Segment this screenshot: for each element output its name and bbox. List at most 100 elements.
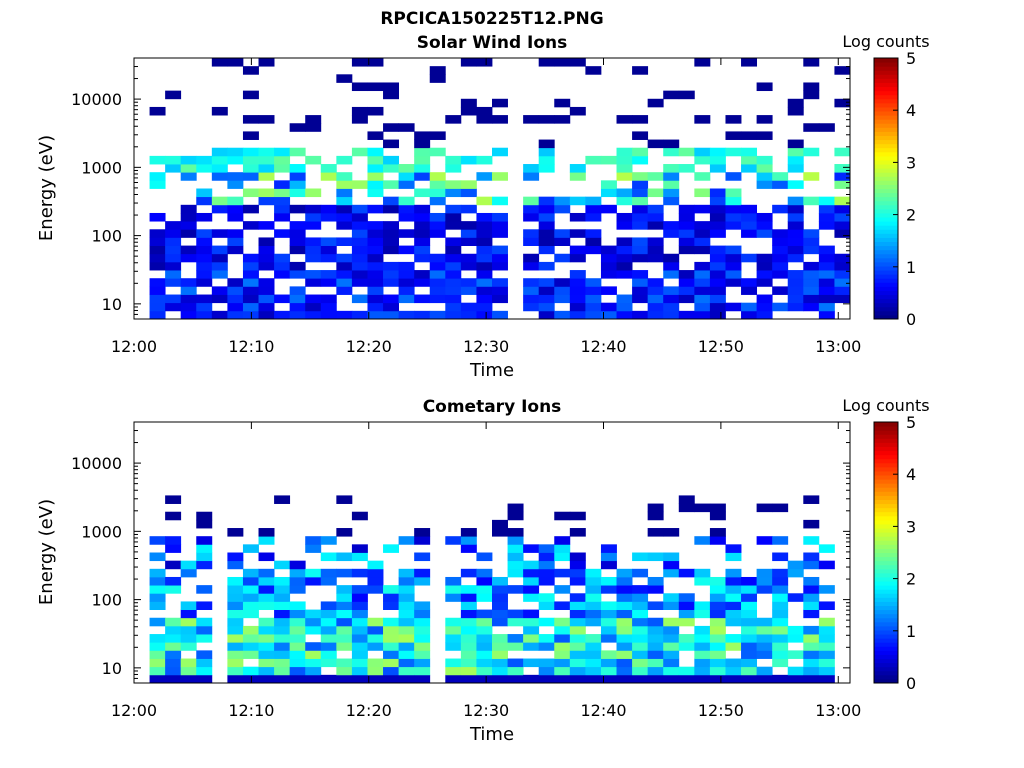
heatmap-cell (803, 666, 820, 676)
heatmap-cell (585, 302, 602, 312)
y-tick-label: 10000 (71, 454, 122, 473)
heatmap-cell (429, 261, 446, 271)
heatmap-cell (398, 642, 415, 651)
heatmap-cell (818, 302, 835, 312)
x-tick-label: 12:30 (463, 337, 509, 356)
heatmap-cell (258, 666, 275, 676)
heatmap-cell (569, 278, 586, 287)
heatmap-cell (834, 204, 851, 214)
x-tick-label: 12:40 (580, 701, 626, 720)
heatmap-cell (351, 568, 368, 578)
heatmap-cell (242, 593, 259, 602)
heatmap-cell (305, 536, 322, 545)
heatmap-cell (772, 593, 789, 602)
heatmap-cell (274, 294, 291, 304)
heatmap-cell (336, 261, 353, 271)
heatmap-cell (616, 237, 633, 246)
heatmap-cell (258, 237, 275, 246)
heatmap-cell (616, 609, 633, 619)
heatmap-cell (694, 666, 711, 676)
heatmap-cell (694, 188, 711, 198)
heatmap-cell (787, 270, 804, 279)
heatmap-cell (632, 212, 649, 222)
heatmap-cell (429, 270, 446, 279)
heatmap-cell (429, 253, 446, 263)
colorbar-swatch (874, 634, 898, 639)
heatmap-cell (756, 221, 773, 230)
heatmap-cell (289, 634, 306, 643)
colorbar-swatch (874, 270, 898, 275)
heatmap-cell (492, 634, 508, 643)
heatmap-cell (756, 634, 773, 643)
heatmap-cell (196, 164, 213, 173)
heatmap-cell (367, 221, 384, 230)
heatmap-cell (305, 666, 322, 676)
heatmap-cell (678, 617, 695, 627)
heatmap-cell (149, 237, 166, 246)
colorbar-tick-label: 4 (906, 465, 916, 484)
heatmap-cell (414, 294, 431, 304)
heatmap-cell (258, 601, 275, 610)
heatmap-cell (227, 245, 244, 255)
heatmap-cell (772, 245, 789, 255)
heatmap-cell (803, 294, 820, 304)
heatmap-cell (585, 601, 602, 610)
heatmap-cell (600, 609, 617, 619)
heatmap-cell (196, 253, 213, 263)
heatmap-cell (445, 674, 462, 684)
heatmap-cell (367, 188, 384, 198)
heatmap-cell (741, 221, 758, 230)
heatmap-cell (320, 576, 337, 586)
x-tick-label: 13:00 (815, 337, 861, 356)
heatmap-cell (258, 674, 275, 684)
heatmap-cell (507, 503, 524, 513)
heatmap-cell (429, 212, 446, 222)
heatmap-cell (756, 270, 773, 279)
colorbar-swatch (874, 200, 898, 206)
heatmap-cell (414, 155, 431, 165)
heatmap-cell (211, 164, 228, 173)
colorbar-swatch (874, 151, 898, 157)
heatmap-cell (445, 180, 462, 189)
heatmap-cell (538, 294, 555, 304)
colorbar-swatch (874, 164, 898, 169)
heatmap-cell (616, 115, 633, 124)
heatmap-cell (694, 658, 711, 668)
colorbar-swatch (874, 536, 898, 541)
heatmap-cell (756, 576, 773, 586)
heatmap-cell (741, 164, 758, 173)
heatmap-cell (289, 180, 306, 189)
heatmap-cell (787, 204, 804, 214)
heatmap-cell (709, 674, 726, 684)
heatmap-cell (242, 155, 259, 165)
heatmap-cell (242, 286, 259, 295)
heatmap-cell (429, 147, 446, 157)
heatmap-cell (414, 536, 431, 545)
heatmap-cell (165, 495, 182, 504)
heatmap-cell (523, 568, 540, 578)
heatmap-cell (336, 74, 353, 83)
heatmap-cell (803, 601, 820, 610)
heatmap-cell (445, 294, 462, 304)
heatmap-cell (476, 634, 493, 643)
x-axis-label: Time (469, 360, 514, 381)
heatmap-cell (507, 568, 524, 578)
heatmap-cell (694, 609, 711, 619)
heatmap-cell (616, 172, 633, 181)
heatmap-cell (787, 245, 804, 255)
heatmap-cell (694, 278, 711, 287)
heatmap-cell (725, 617, 742, 627)
heatmap-cell (476, 294, 493, 304)
heatmap-cell (756, 568, 773, 578)
heatmap-cell (585, 196, 602, 206)
heatmap-cell (756, 253, 773, 263)
colorbar-tick-label: 0 (906, 310, 916, 329)
heatmap-cell (258, 172, 275, 181)
heatmap-cell (180, 164, 197, 173)
heatmap-cell (647, 204, 664, 214)
heatmap-cell (818, 658, 835, 668)
heatmap-cell (818, 560, 835, 570)
heatmap-cell (818, 650, 835, 659)
colorbar-swatch (874, 282, 898, 287)
heatmap-cell (725, 674, 742, 684)
